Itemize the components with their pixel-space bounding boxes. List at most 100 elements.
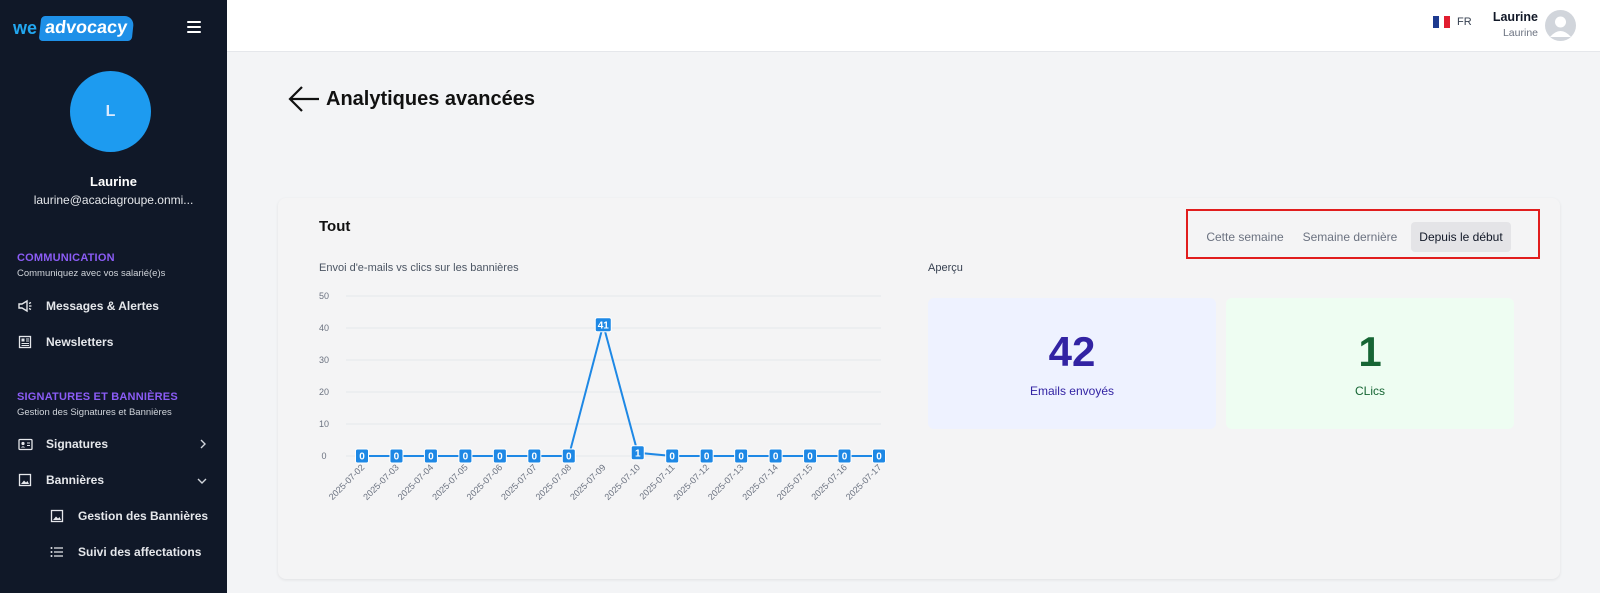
france-flag-icon	[1433, 16, 1451, 28]
sidebar-item-signatures[interactable]: Signatures	[17, 432, 217, 456]
x-tick-label: 2025-07-16	[809, 462, 849, 502]
sidebar-item-gestion-bannieres[interactable]: Gestion des Bannières	[49, 504, 219, 528]
y-tick-label: 50	[319, 291, 329, 301]
data-point	[355, 448, 369, 464]
data-point	[527, 448, 542, 464]
y-tick-label: 30	[319, 355, 329, 365]
id-card-icon	[17, 436, 33, 452]
section-communication-subtitle: Communiquez avec vos salarié(e)s	[17, 268, 166, 279]
page-title: Analytiques avancées	[326, 88, 535, 110]
stat-clicks-value: 1	[1358, 328, 1382, 375]
y-tick-label: 40	[319, 323, 329, 333]
stat-emails-label: Emails envoyés	[1029, 384, 1115, 398]
language-selector[interactable]: FR	[1433, 16, 1472, 28]
sidebar-item-label: Messages & Alertes	[46, 299, 159, 313]
data-label: 41	[598, 320, 610, 331]
back-arrow-icon[interactable]	[287, 84, 321, 114]
sidebar-item-newsletters[interactable]: Newsletters	[17, 330, 217, 354]
data-label: 0	[876, 452, 882, 463]
stat-clicks: 1 CLics	[1226, 298, 1514, 429]
sidebar-user-email: laurine@acaciagroupe.onmi...	[33, 193, 194, 207]
data-point	[837, 448, 852, 464]
x-tick-label: 2025-07-11	[637, 462, 676, 501]
data-label: 0	[842, 452, 848, 463]
sidebar-avatar: L	[70, 71, 151, 152]
apercu-title: Aperçu	[928, 262, 963, 274]
brand-logo[interactable]: we advocacy	[13, 15, 135, 41]
sidebar-item-label: Suivi des affectations	[78, 545, 202, 559]
filter-semaine-derniere[interactable]: Semaine dernière	[1302, 230, 1398, 244]
sidebar-item-label: Signatures	[46, 437, 109, 451]
data-point	[561, 448, 576, 464]
data-label: 0	[428, 452, 434, 463]
filter-cette-semaine[interactable]: Cette semaine	[1206, 230, 1284, 244]
data-point	[768, 448, 783, 464]
hamburger-menu-icon[interactable]	[187, 21, 201, 33]
data-label: 0	[738, 452, 744, 463]
data-label: 0	[704, 452, 710, 463]
series-line	[362, 320, 879, 457]
period-filter-group: Cette semaine Semaine dernière Depuis le…	[1186, 209, 1540, 259]
x-tick-label: 2025-07-07	[499, 462, 539, 502]
stat-emails-value: 42	[1048, 328, 1096, 375]
data-label: 0	[394, 452, 400, 463]
sidebar-item-label: Bannières	[46, 473, 105, 487]
chevron-down-icon	[197, 474, 207, 488]
data-point	[872, 448, 886, 464]
y-tick-label: 20	[319, 387, 329, 397]
data-point	[734, 448, 749, 464]
data-label: 0	[532, 452, 538, 463]
chevron-right-icon	[199, 438, 207, 452]
sidebar-item-messages-alertes[interactable]: Messages & Alertes	[17, 294, 217, 318]
megaphone-icon	[17, 298, 33, 314]
section-signatures-title: SIGNATURES ET BANNIÈRES	[17, 391, 178, 403]
section-signatures-subtitle: Gestion des Signatures et Bannières	[17, 407, 172, 418]
data-label: 0	[497, 452, 503, 463]
topbar: FR Laurine Laurine	[227, 0, 1600, 52]
brand-we: we	[13, 17, 38, 38]
topbar-user-name: Laurine	[1492, 10, 1538, 24]
data-point	[665, 448, 680, 464]
data-label: 0	[669, 452, 675, 463]
card-title: Tout	[319, 218, 351, 235]
x-tick-label: 2025-07-06	[465, 462, 505, 502]
data-label: 0	[566, 452, 572, 463]
x-tick-label: 2025-07-14	[740, 462, 780, 502]
y-tick-label: 0	[321, 451, 326, 461]
data-point	[594, 317, 612, 333]
brand-advocacy: advocacy	[38, 15, 135, 41]
topbar-user-sub: Laurine	[1502, 27, 1538, 39]
x-tick-label: 2025-07-12	[671, 462, 711, 502]
data-point	[492, 448, 507, 464]
x-tick-label: 2025-07-15	[775, 462, 815, 502]
image-icon	[17, 472, 33, 488]
data-point	[423, 448, 438, 464]
data-label: 0	[773, 452, 779, 463]
user-avatar-icon[interactable]	[1545, 10, 1576, 41]
image-icon	[49, 508, 65, 524]
language-label: FR	[1457, 16, 1472, 28]
chart-caption: Envoi d'e-mails vs clics sur les bannièr…	[319, 262, 519, 274]
x-tick-label: 2025-07-10	[603, 462, 643, 502]
data-label: 0	[807, 452, 813, 463]
data-label: 0	[463, 452, 469, 463]
filter-depuis-le-debut[interactable]: Depuis le début	[1411, 222, 1511, 252]
x-tick-label: 2025-07-02	[327, 462, 367, 502]
sidebar: we advocacy L Laurine laurine@acaciagrou…	[0, 0, 227, 593]
data-point	[699, 448, 714, 464]
y-tick-label: 10	[319, 419, 329, 429]
data-point	[803, 448, 818, 464]
data-label: 0	[359, 452, 365, 463]
list-icon	[49, 544, 65, 560]
section-communication-title: COMMUNICATION	[17, 252, 115, 264]
data-label: 1	[635, 448, 641, 459]
data-point	[389, 448, 404, 464]
sidebar-item-suivi-affectations[interactable]: Suivi des affectations	[49, 540, 219, 564]
data-point	[630, 445, 645, 461]
sidebar-item-label: Newsletters	[46, 335, 114, 349]
newspaper-icon	[17, 334, 33, 350]
stat-emails-sent: 42 Emails envoyés	[928, 298, 1216, 429]
analytics-card: Tout Cette semaine Semaine dernière Depu…	[278, 198, 1560, 579]
sidebar-item-bannieres[interactable]: Bannières	[17, 468, 217, 492]
